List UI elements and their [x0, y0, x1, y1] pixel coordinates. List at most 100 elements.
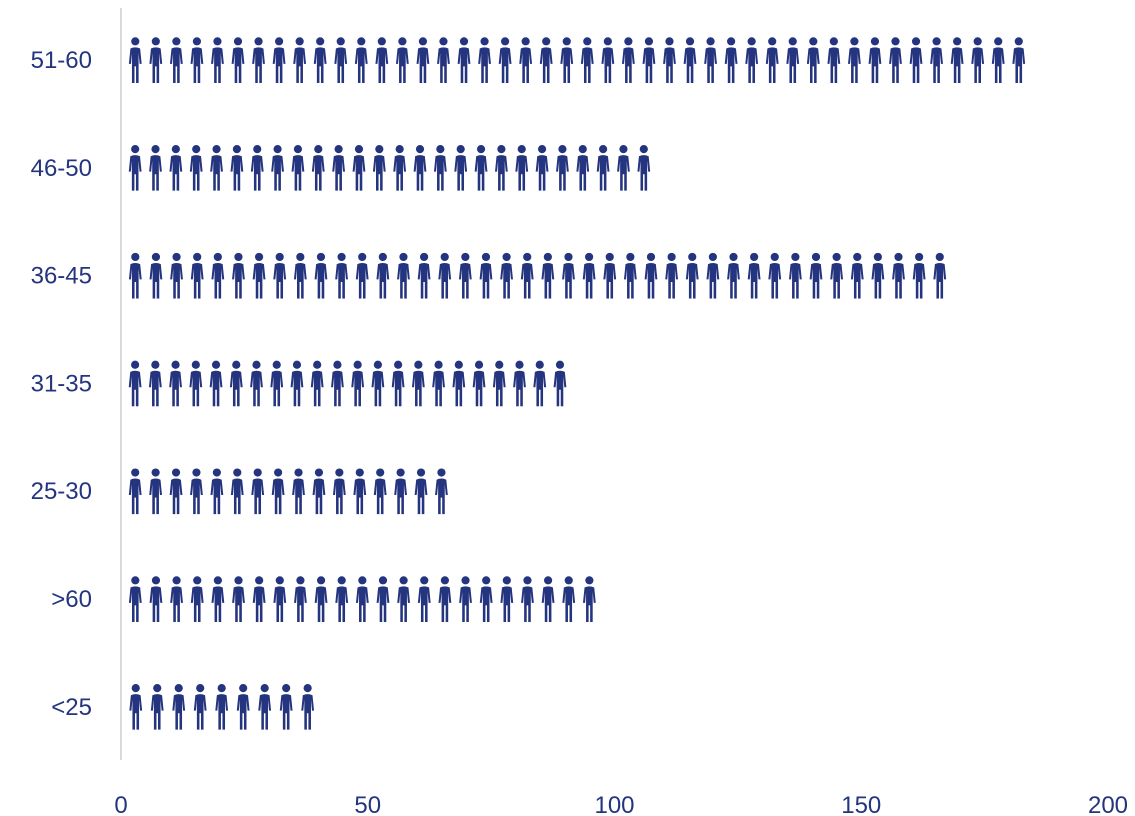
person-icon — [372, 145, 386, 191]
person-icon — [519, 37, 533, 83]
person-icon — [562, 252, 575, 299]
person-icon — [745, 37, 759, 83]
person-icon — [637, 145, 651, 191]
person-icon — [435, 468, 448, 515]
person-icon — [603, 252, 617, 299]
bar — [128, 145, 651, 191]
person-icon — [474, 145, 488, 191]
person-icon — [515, 145, 529, 191]
person-icon — [417, 252, 431, 299]
person-icon — [211, 252, 225, 299]
person-icon — [765, 37, 779, 83]
person-icon — [495, 145, 508, 191]
person-icon — [172, 684, 186, 730]
person-icon — [724, 37, 738, 83]
person-icon — [562, 576, 576, 622]
person-icon — [169, 37, 183, 83]
person-icon — [252, 252, 266, 299]
person-icon — [293, 37, 307, 83]
person-icon — [376, 252, 390, 299]
bar — [128, 360, 567, 407]
bar — [128, 37, 1026, 83]
x-tick-label: 150 — [841, 792, 881, 816]
person-icon — [533, 360, 547, 407]
person-icon — [273, 576, 287, 622]
person-icon — [128, 360, 142, 407]
person-icon — [560, 37, 574, 83]
person-icon — [149, 468, 163, 515]
person-icon — [149, 576, 163, 622]
person-icon — [169, 360, 182, 407]
person-icon — [747, 252, 761, 299]
person-icon — [231, 37, 245, 83]
person-icon — [416, 37, 430, 83]
bar — [128, 576, 596, 622]
person-icon — [576, 145, 590, 191]
y-tick-label: <25 — [51, 694, 92, 721]
person-icon — [352, 145, 366, 191]
person-icon — [252, 37, 265, 83]
x-tick-label: 0 — [114, 792, 127, 816]
person-icon — [909, 37, 923, 83]
person-icon — [355, 576, 369, 622]
person-icon — [190, 468, 203, 515]
person-icon — [371, 360, 385, 407]
person-icon — [128, 145, 142, 191]
person-icon — [438, 252, 452, 299]
person-icon — [479, 576, 493, 622]
person-icon — [553, 360, 567, 407]
person-icon — [395, 37, 409, 83]
person-icon — [788, 252, 802, 299]
person-icon — [293, 252, 307, 299]
x-tick-label: 50 — [354, 792, 381, 816]
person-icon — [580, 37, 594, 83]
person-icon — [685, 252, 699, 299]
y-tick-label: 31-35 — [31, 370, 92, 397]
person-icon — [189, 145, 203, 191]
person-icon — [498, 37, 512, 83]
person-icon — [520, 252, 534, 299]
person-icon — [868, 37, 882, 83]
person-icon — [375, 37, 389, 83]
person-icon — [1012, 37, 1026, 83]
person-icon — [663, 37, 676, 83]
person-icon — [189, 360, 203, 407]
person-icon — [211, 576, 225, 622]
person-icon — [149, 37, 163, 83]
person-icon — [665, 252, 679, 299]
y-tick-label: 46-50 — [31, 155, 92, 182]
person-icon — [414, 468, 428, 515]
person-icon — [437, 37, 450, 83]
person-icon — [230, 145, 244, 191]
person-icon — [478, 37, 491, 83]
person-icon — [335, 576, 349, 622]
person-icon — [314, 576, 328, 622]
person-icon — [933, 252, 947, 299]
person-icon — [930, 37, 943, 83]
person-icon — [170, 252, 183, 299]
person-icon — [210, 468, 224, 515]
person-icon — [457, 37, 471, 83]
person-icon — [294, 576, 307, 622]
person-icon — [128, 37, 142, 83]
person-icon — [215, 684, 229, 730]
person-icon — [472, 360, 486, 407]
person-icon — [617, 145, 630, 191]
x-tick-label: 100 — [594, 792, 634, 816]
person-icon — [459, 576, 472, 622]
person-icon — [169, 145, 183, 191]
person-icon — [335, 252, 348, 299]
person-icon — [190, 576, 204, 622]
person-icon — [236, 684, 250, 730]
person-icon — [334, 37, 348, 83]
y-tick-label: 36-45 — [31, 263, 92, 290]
bar — [128, 252, 947, 299]
person-icon — [432, 360, 445, 407]
person-icon — [871, 252, 885, 299]
person-icon — [454, 145, 468, 191]
person-icon — [621, 37, 635, 83]
person-icon — [353, 468, 367, 515]
person-icon — [535, 145, 549, 191]
person-icon — [232, 576, 245, 622]
